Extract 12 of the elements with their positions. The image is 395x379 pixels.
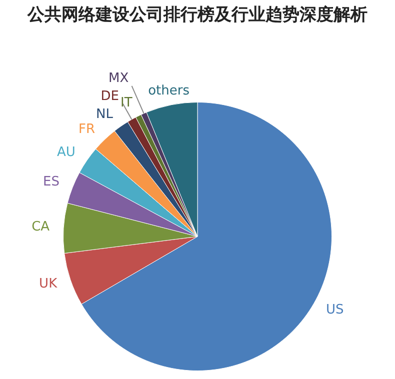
slice-label: FR	[78, 122, 96, 137]
slice-label: CA	[32, 220, 50, 235]
slice-label: UK	[39, 276, 58, 292]
chart-title: 公共网络建设公司排行榜及行业趋势深度解析	[26, 4, 368, 27]
slice-label: MX	[108, 71, 129, 86]
slice-label: ES	[43, 174, 60, 190]
slice-label: AU	[57, 144, 76, 160]
slice-label: NL	[96, 107, 114, 122]
slice-label: DE	[100, 89, 119, 104]
slice-label: US	[326, 302, 344, 318]
slice-label: others	[148, 83, 190, 98]
slice-label: IT	[120, 96, 132, 111]
